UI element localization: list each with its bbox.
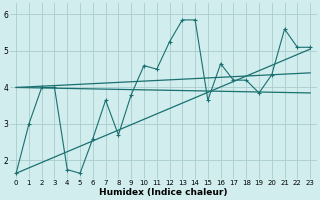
X-axis label: Humidex (Indice chaleur): Humidex (Indice chaleur) (99, 188, 228, 197)
